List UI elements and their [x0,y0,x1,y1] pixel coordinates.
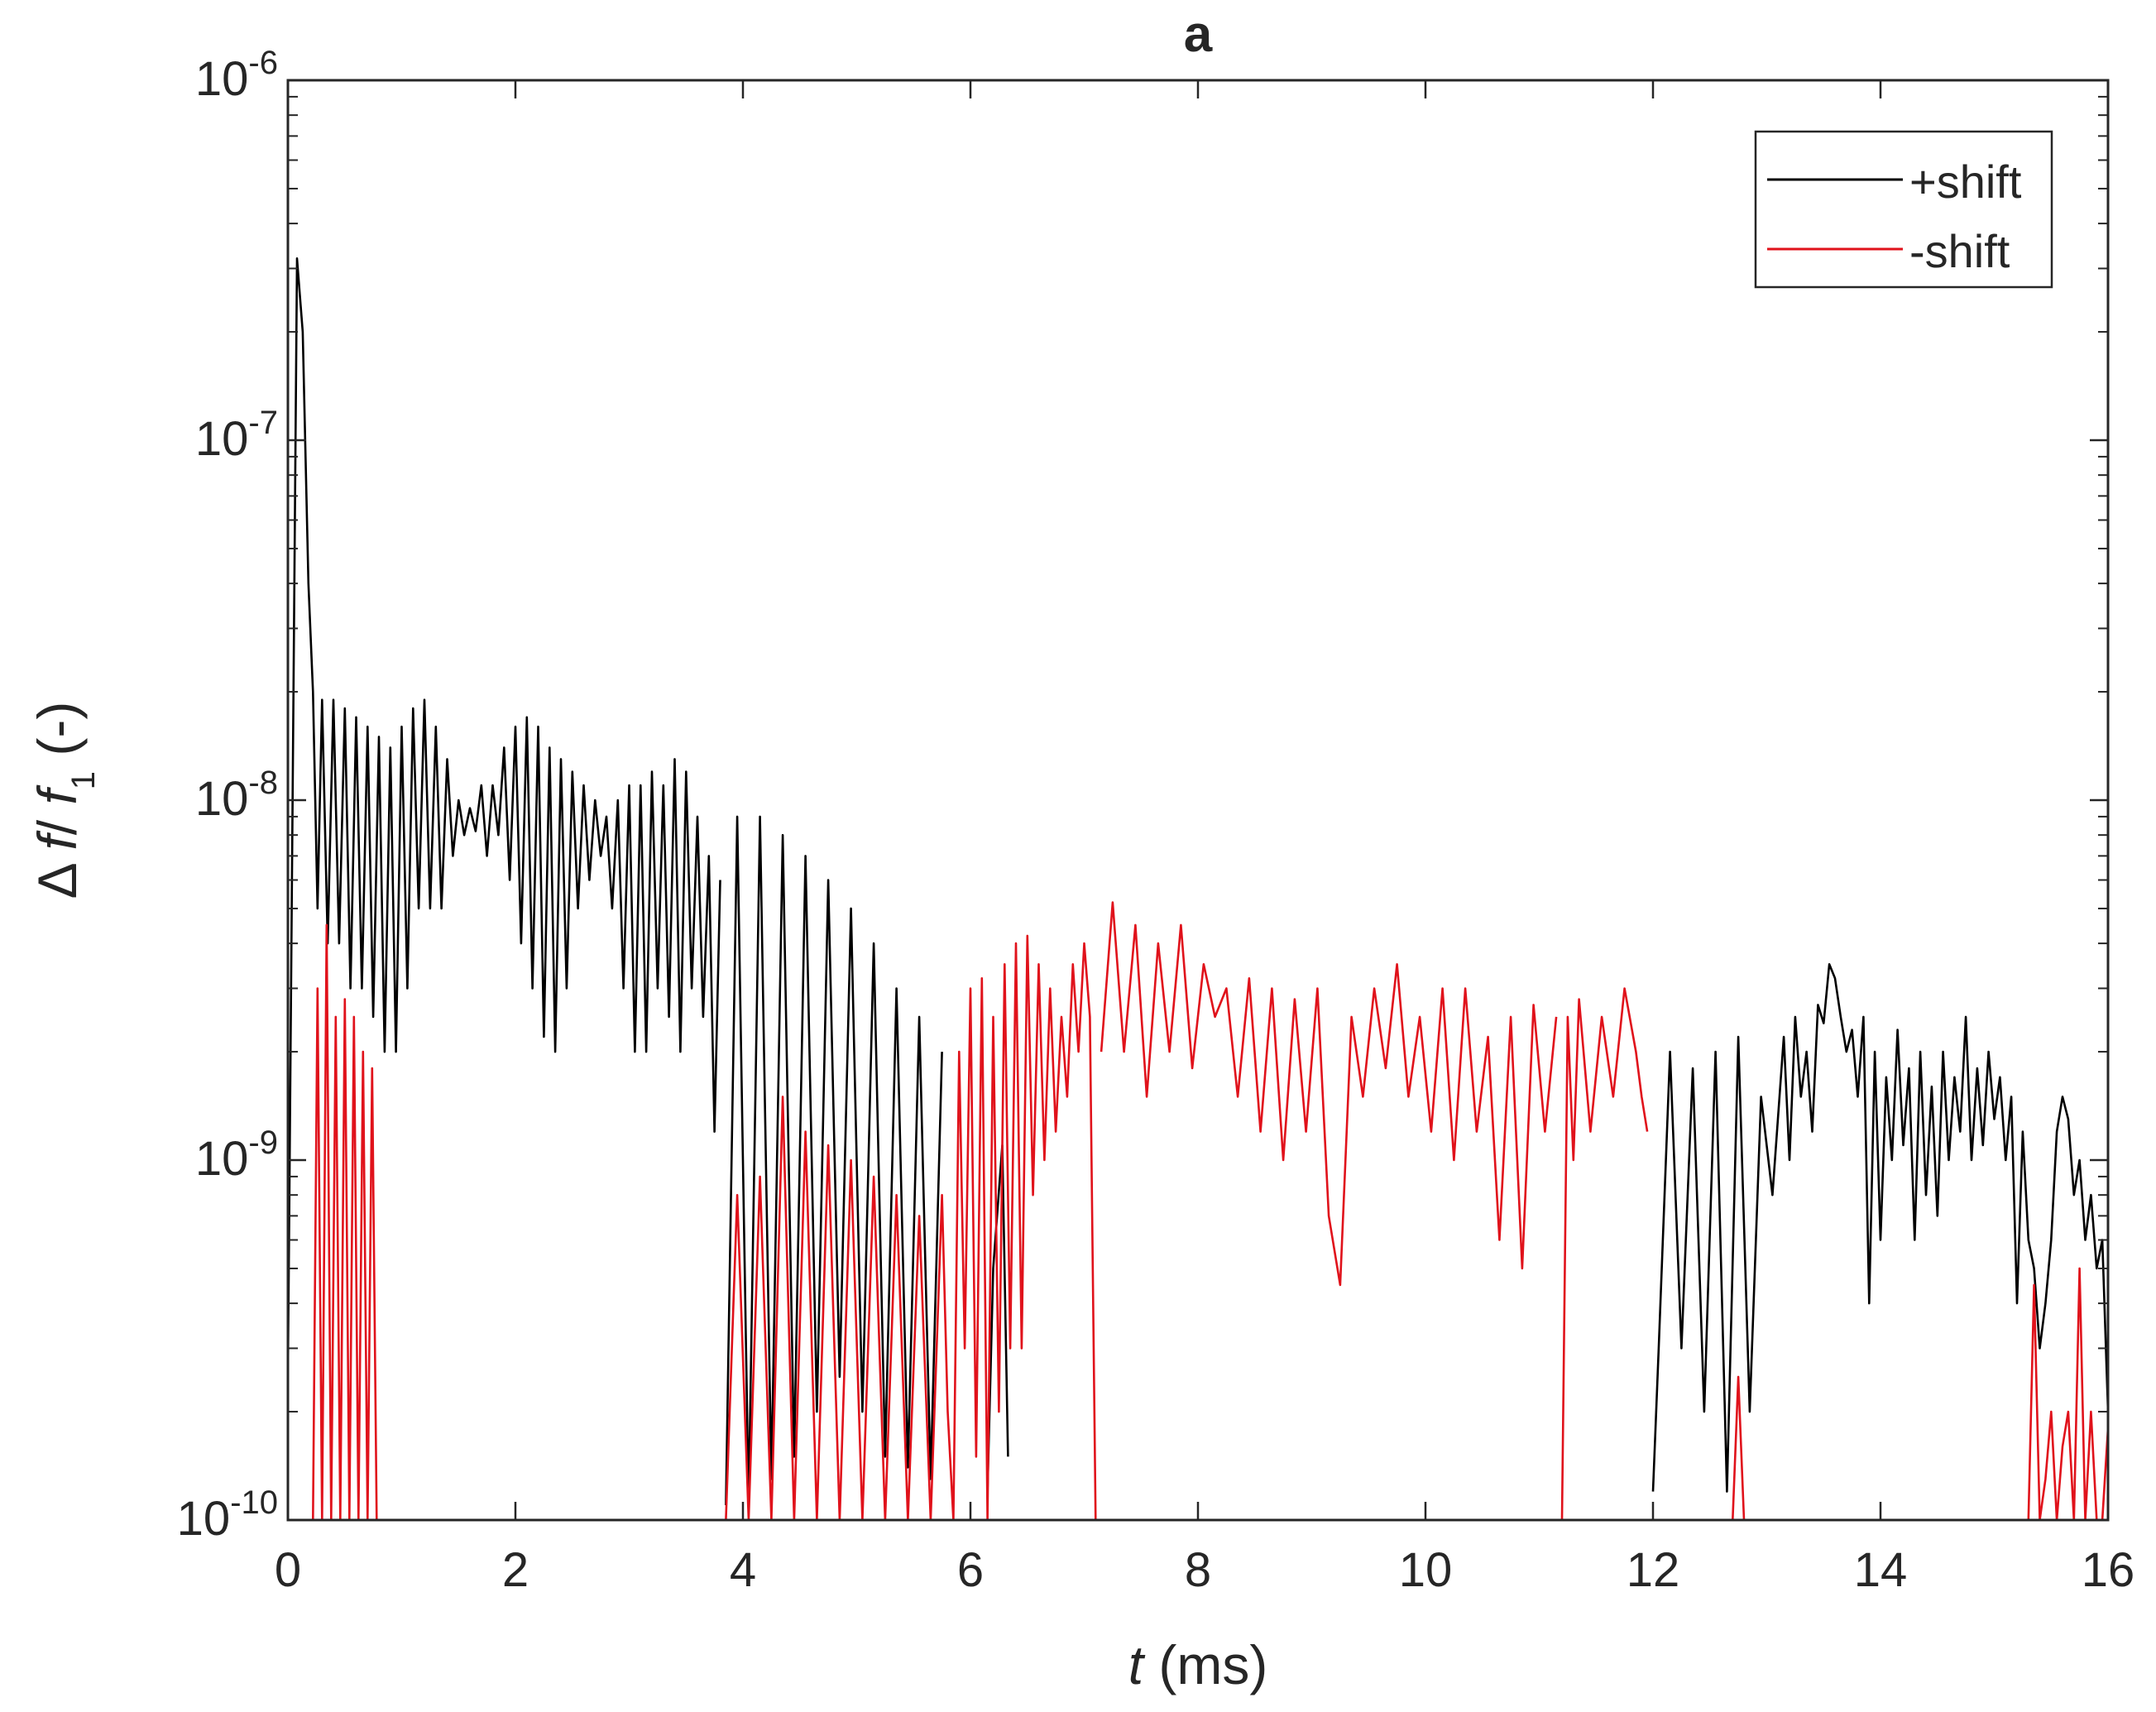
minus-shift-line-segment-5 [2027,1267,2110,1522]
y-axis-subscript: 1 [65,771,102,789]
x-tick-label: 4 [730,1543,756,1597]
plus-shift-line-segment-2 [986,1144,1009,1492]
y-tick-base: 10 [195,1132,249,1186]
minus-shift-line-segment-2 [1100,901,1558,1287]
ticks-layer [286,79,2110,1522]
x-tick-label: 6 [957,1543,984,1597]
minus-shift-line-segment-1 [725,934,1097,1522]
x-tick-label: 12 [1627,1543,1680,1597]
x-tick-label: 0 [275,1543,301,1597]
y-axis-slash: / [26,805,88,836]
minus-shift-line-segment-3 [1560,987,1649,1521]
y-tick-exponent: -7 [248,405,278,441]
series-layer [286,257,2110,1522]
plus-shift-line-segment-1 [725,815,943,1507]
minus-shift-line-segment-4 [1732,1375,1746,1521]
y-tick-exponent: -10 [230,1484,278,1521]
y-tick-label: 10-8 [195,765,278,826]
y-tick-label: 10-7 [195,405,278,466]
x-axis-title: t (ms) [1128,1634,1268,1695]
y-tick-base: 10 [195,772,249,826]
y-tick-label: 10-9 [195,1125,278,1186]
x-tick-label: 2 [502,1543,529,1597]
plus-shift-line-segment-0 [286,257,721,1377]
x-tick-label: 14 [1854,1543,1908,1597]
y-tick-exponent: -6 [248,45,278,81]
legend: +shift -shift [1754,130,2053,289]
y-axis-title: Δ f/ f1 (-) [26,702,102,899]
x-axis-unit: (ms) [1143,1634,1267,1695]
x-tick-label: 10 [1399,1543,1453,1597]
y-axis-delta: Δ [26,863,88,899]
y-tick-label: 10-10 [177,1484,278,1546]
y-tick-base: 10 [195,52,249,106]
legend-label-plus-shift: +shift [1909,156,2022,208]
legend-label-minus-shift: -shift [1909,225,2010,277]
chart-title: a [1184,6,1213,63]
plus-shift-line-segment-3 [1651,963,2110,1493]
x-axis-variable: t [1128,1634,1146,1695]
y-tick-label: 10-6 [195,45,278,106]
legend-box [1754,130,2053,289]
y-tick-base: 10 [195,412,249,466]
x-tick-label: 8 [1185,1543,1211,1597]
y-tick-exponent: -9 [248,1125,278,1161]
y-tick-exponent: -8 [248,765,278,801]
plot-area [288,80,2108,1520]
x-tick-label: 16 [2082,1543,2135,1597]
y-axis-unit: (-) [26,702,88,771]
y-tick-base: 10 [177,1492,231,1546]
